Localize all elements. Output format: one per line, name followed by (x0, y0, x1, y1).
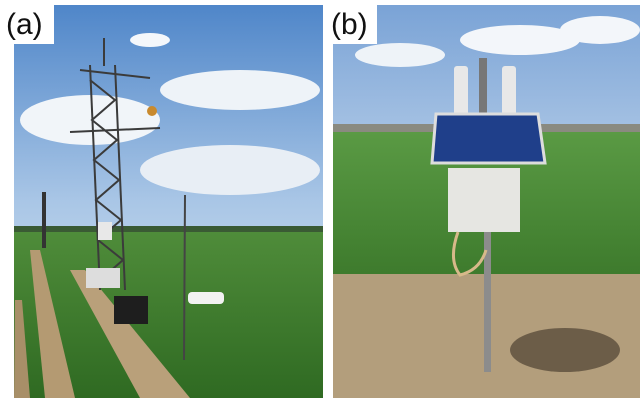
sensor (479, 58, 487, 116)
cloud (355, 43, 445, 67)
photo-a (14, 5, 323, 398)
cloud (560, 16, 640, 44)
cloud (160, 70, 320, 110)
pole (184, 195, 185, 360)
panel-label: (b) (331, 8, 368, 41)
panel-label: (a) (6, 8, 43, 41)
cloud (130, 33, 170, 47)
cloud (140, 145, 320, 195)
logger-box (114, 296, 148, 324)
solar-panel (432, 114, 545, 163)
cloud (20, 95, 160, 145)
sensor (454, 66, 468, 118)
page: (a) (b) (() => { const data = JSON.parse… (0, 0, 643, 401)
instrument (98, 222, 112, 240)
figure: (a) (b) (0, 0, 643, 401)
sensor (502, 66, 516, 118)
sensor (147, 106, 157, 116)
instrument (86, 268, 120, 288)
shadow (510, 328, 620, 372)
photo-b (333, 5, 640, 398)
enclosure (448, 168, 520, 232)
sensor (188, 292, 224, 304)
